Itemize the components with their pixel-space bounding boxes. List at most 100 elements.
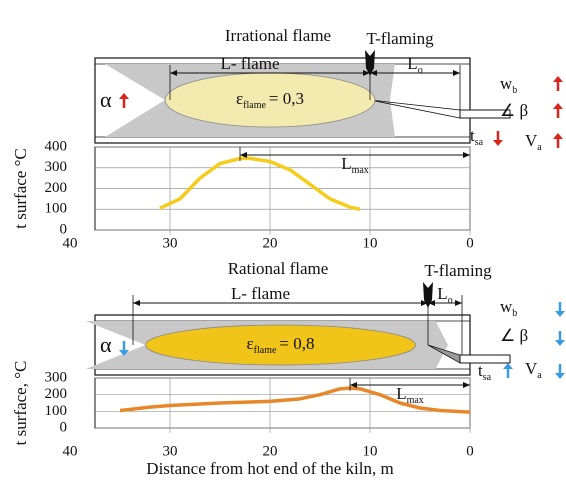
x-tick-label: 30 — [163, 443, 178, 459]
parameter-label: ∠ β — [500, 326, 528, 345]
arrow-head — [555, 311, 565, 317]
direction-arrow — [555, 364, 565, 379]
alpha-label: α — [100, 332, 112, 357]
l0-label: Lo — [437, 284, 452, 306]
direction-arrow — [119, 93, 129, 108]
x-tick-label: 30 — [163, 235, 178, 251]
arrow-head — [119, 93, 129, 99]
lmax-label-part: max — [352, 165, 369, 176]
parameter-label: Va — [525, 131, 542, 153]
temperature-line — [159, 156, 361, 211]
emissivity: εflame = 0,3 — [236, 89, 304, 111]
parameter-label: wb — [500, 74, 517, 96]
emissivity-part: = 0,3 — [269, 89, 304, 108]
y-axis-title: t surface, °C — [11, 361, 30, 446]
direction-arrow — [555, 331, 565, 346]
kiln-tube — [94, 57, 471, 144]
x-tick-label: 10 — [363, 443, 378, 459]
direction-arrow — [553, 103, 563, 118]
emissivity: εflame = 0,8 — [247, 334, 315, 356]
y-tick-label: 100 — [45, 403, 68, 419]
burner-pipe — [459, 354, 511, 364]
emissivity-part: ε — [247, 334, 254, 353]
arrow-head — [493, 140, 503, 146]
alpha-label: α — [100, 87, 112, 112]
y-tick-label: 0 — [60, 221, 68, 237]
y-tick-label: 200 — [45, 386, 68, 402]
temperature-line — [119, 386, 471, 414]
parameter-label: ∠ β — [500, 101, 528, 120]
parameter-label: tsa — [478, 361, 492, 383]
x-tick-label: 0 — [466, 235, 474, 251]
x-tick-label: 40 — [63, 443, 78, 459]
l0-label-part: L — [437, 284, 447, 303]
x-tick-label: 20 — [263, 443, 278, 459]
parameter-label: tsa — [470, 126, 484, 148]
parameter-label-part: b — [512, 85, 517, 96]
lmax-label-part: max — [407, 395, 424, 406]
parameter-label-part: w — [500, 74, 513, 93]
parameter-label-part: t — [470, 126, 475, 145]
x-axis-title: Distance from hot end of the kiln, m — [146, 459, 393, 478]
y-axis-title: t surface °C — [11, 148, 30, 228]
parameter-label-part: a — [537, 370, 542, 381]
arrow-head — [553, 76, 563, 82]
arrow-head — [555, 340, 565, 346]
lmax-label: Lmax — [341, 154, 369, 176]
kiln-tube — [94, 314, 471, 376]
direction-arrow — [553, 76, 563, 91]
arrow-head — [555, 373, 565, 379]
parameter-label: Va — [525, 359, 542, 381]
emissivity-part: flame — [254, 345, 277, 356]
emissivity-part: = 0,8 — [279, 334, 314, 353]
arrow-head — [503, 363, 513, 369]
direction-arrow — [555, 302, 565, 317]
parameter-label-part: V — [525, 131, 538, 150]
lmax-label-part: L — [396, 384, 406, 403]
t-flaming-marker — [423, 282, 433, 308]
parameter-label-part: V — [525, 359, 538, 378]
parameter-label-part: w — [500, 297, 513, 316]
x-tick-label: 0 — [466, 443, 474, 459]
direction-arrow — [553, 133, 563, 148]
y-tick-label: 200 — [45, 180, 68, 196]
direction-arrow — [493, 131, 503, 146]
direction-arrow — [119, 341, 129, 356]
y-tick-label: 300 — [45, 159, 68, 175]
y-tick-label: 0 — [60, 419, 68, 435]
t-flaming-marker — [365, 50, 375, 76]
lmax-label: Lmax — [396, 384, 424, 406]
flame-length-label: L- flame — [231, 284, 290, 303]
arrow-head — [553, 103, 563, 109]
x-tick-label: 10 — [363, 235, 378, 251]
parameter-label-part: ∠ β — [500, 326, 528, 345]
direction-arrow — [503, 363, 513, 378]
y-tick-label: 100 — [45, 201, 68, 217]
parameter-label-part: ∠ β — [500, 101, 528, 120]
arrow-head — [553, 133, 563, 139]
parameter-label: wb — [500, 297, 517, 319]
parameter-label-part: sa — [475, 137, 484, 148]
flame-length-label: L- flame — [221, 54, 280, 73]
t-flaming-label: T-flaming — [424, 261, 492, 280]
emissivity-part: ε — [236, 89, 243, 108]
x-tick-label: 40 — [63, 235, 78, 251]
panel-title: Irrational flame — [225, 26, 331, 45]
parameter-label-part: sa — [483, 372, 492, 383]
t-flaming-label: T-flaming — [366, 29, 434, 48]
arrow-head — [119, 350, 129, 356]
parameter-label-part: a — [537, 142, 542, 153]
y-tick-label: 300 — [45, 369, 68, 385]
l0-label-part: o — [448, 295, 453, 306]
emissivity-part: flame — [243, 100, 266, 111]
x-tick-label: 20 — [263, 235, 278, 251]
panel-title: Rational flame — [228, 259, 329, 278]
parameter-label-part: b — [512, 308, 517, 319]
flame — [145, 324, 416, 366]
burner-pipe — [459, 109, 511, 119]
l0-label-part: L — [407, 54, 417, 73]
l0-label-part: o — [418, 65, 423, 76]
lmax-label-part: L — [341, 154, 351, 173]
y-tick-label: 400 — [45, 138, 68, 154]
